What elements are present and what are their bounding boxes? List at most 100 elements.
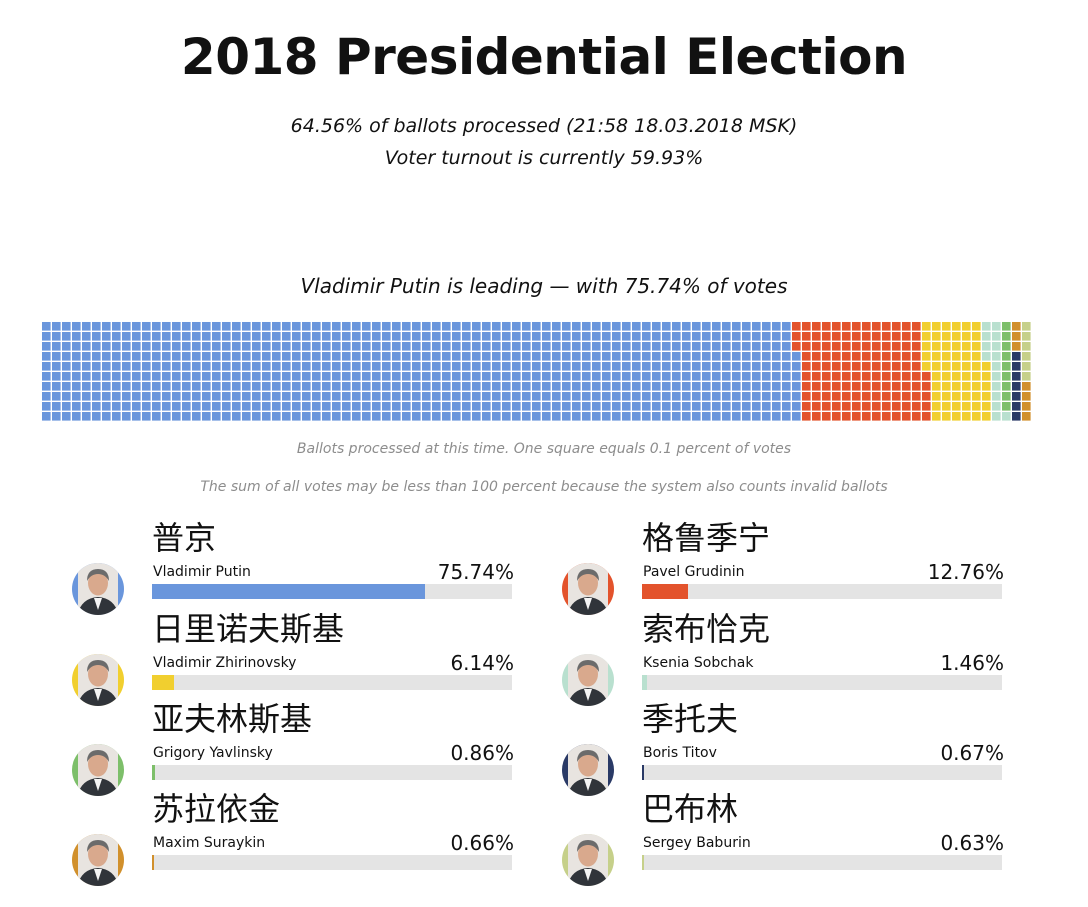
waffle-square — [1012, 392, 1021, 401]
waffle-square — [402, 372, 411, 381]
waffle-square — [512, 362, 521, 371]
waffle-square — [712, 402, 721, 411]
waffle-square — [172, 412, 181, 421]
waffle-square — [922, 372, 931, 381]
waffle-square — [172, 322, 181, 331]
waffle-square — [432, 332, 441, 341]
waffle-square — [512, 372, 521, 381]
waffle-square — [872, 412, 881, 421]
waffle-square — [372, 372, 381, 381]
waffle-square — [132, 372, 141, 381]
waffle-square — [942, 402, 951, 411]
waffle-square — [922, 332, 931, 341]
waffle-square — [162, 362, 171, 371]
waffle-square — [552, 412, 561, 421]
waffle-square — [1012, 372, 1021, 381]
waffle-square — [682, 332, 691, 341]
waffle-square — [922, 412, 931, 421]
waffle-square — [962, 392, 971, 401]
waffle-square — [262, 352, 271, 361]
waffle-square — [212, 332, 221, 341]
waffle-square — [632, 332, 641, 341]
waffle-square — [642, 372, 651, 381]
waffle-square — [342, 352, 351, 361]
waffle-square — [252, 352, 261, 361]
waffle-square — [322, 322, 331, 331]
candidate-name-zh: 苏拉依金 — [152, 790, 281, 828]
waffle-square — [932, 352, 941, 361]
waffle-square — [492, 332, 501, 341]
waffle-square — [122, 372, 131, 381]
waffle-square — [232, 382, 241, 391]
waffle-square — [322, 412, 331, 421]
waffle-square — [472, 382, 481, 391]
waffle-square — [872, 392, 881, 401]
waffle-square — [872, 382, 881, 391]
waffle-square — [202, 342, 211, 351]
waffle-square — [282, 372, 291, 381]
waffle-square — [252, 332, 261, 341]
waffle-square — [252, 322, 261, 331]
waffle-square — [392, 382, 401, 391]
waffle-square — [492, 362, 501, 371]
waffle-square — [332, 322, 341, 331]
waffle-square — [952, 412, 961, 421]
waffle-square — [862, 332, 871, 341]
waffle-square — [382, 362, 391, 371]
waffle-square — [542, 332, 551, 341]
waffle-square — [442, 392, 451, 401]
waffle-square — [302, 362, 311, 371]
waffle-square — [822, 332, 831, 341]
waffle-square — [772, 412, 781, 421]
waffle-square — [502, 332, 511, 341]
waffle-square — [982, 412, 991, 421]
waffle-square — [272, 342, 281, 351]
waffle-square — [442, 362, 451, 371]
waffle-square — [582, 382, 591, 391]
waffle-square — [322, 352, 331, 361]
waffle-square — [722, 392, 731, 401]
candidate-maxim-suraykin: 苏拉依金 Maxim Suraykin 0.66% — [72, 790, 542, 887]
waffle-square — [372, 412, 381, 421]
waffle-square — [782, 392, 791, 401]
waffle-square — [982, 402, 991, 411]
waffle-square — [732, 342, 741, 351]
waffle-square — [152, 342, 161, 351]
waffle-square — [462, 352, 471, 361]
waffle-square — [972, 392, 981, 401]
waffle-square — [732, 392, 741, 401]
waffle-square — [62, 342, 71, 351]
waffle-square — [772, 332, 781, 341]
waffle-square — [442, 402, 451, 411]
waffle-square — [132, 402, 141, 411]
waffle-square — [492, 382, 501, 391]
waffle-square — [542, 322, 551, 331]
waffle-square — [772, 342, 781, 351]
waffle-square — [172, 342, 181, 351]
waffle-square — [312, 372, 321, 381]
waffle-square — [872, 342, 881, 351]
waffle-square — [1002, 402, 1011, 411]
waffle-square — [882, 342, 891, 351]
waffle-square — [842, 362, 851, 371]
waffle-square — [422, 372, 431, 381]
waffle-square — [82, 362, 91, 371]
waffle-square — [42, 402, 51, 411]
waffle-square — [832, 342, 841, 351]
waffle-square — [192, 362, 201, 371]
waffle-square — [632, 372, 641, 381]
waffle-square — [172, 402, 181, 411]
waffle-square — [842, 402, 851, 411]
candidate-avatar — [72, 654, 124, 706]
waffle-square — [532, 342, 541, 351]
waffle-square — [482, 322, 491, 331]
waffle-square — [282, 332, 291, 341]
waffle-square — [752, 402, 761, 411]
waffle-square — [762, 332, 771, 341]
candidate-name: Sergey Baburin — [643, 835, 751, 851]
vote-bar-track — [642, 675, 1002, 690]
waffle-square — [42, 392, 51, 401]
waffle-square — [372, 342, 381, 351]
waffle-square — [622, 352, 631, 361]
waffle-square — [792, 392, 801, 401]
